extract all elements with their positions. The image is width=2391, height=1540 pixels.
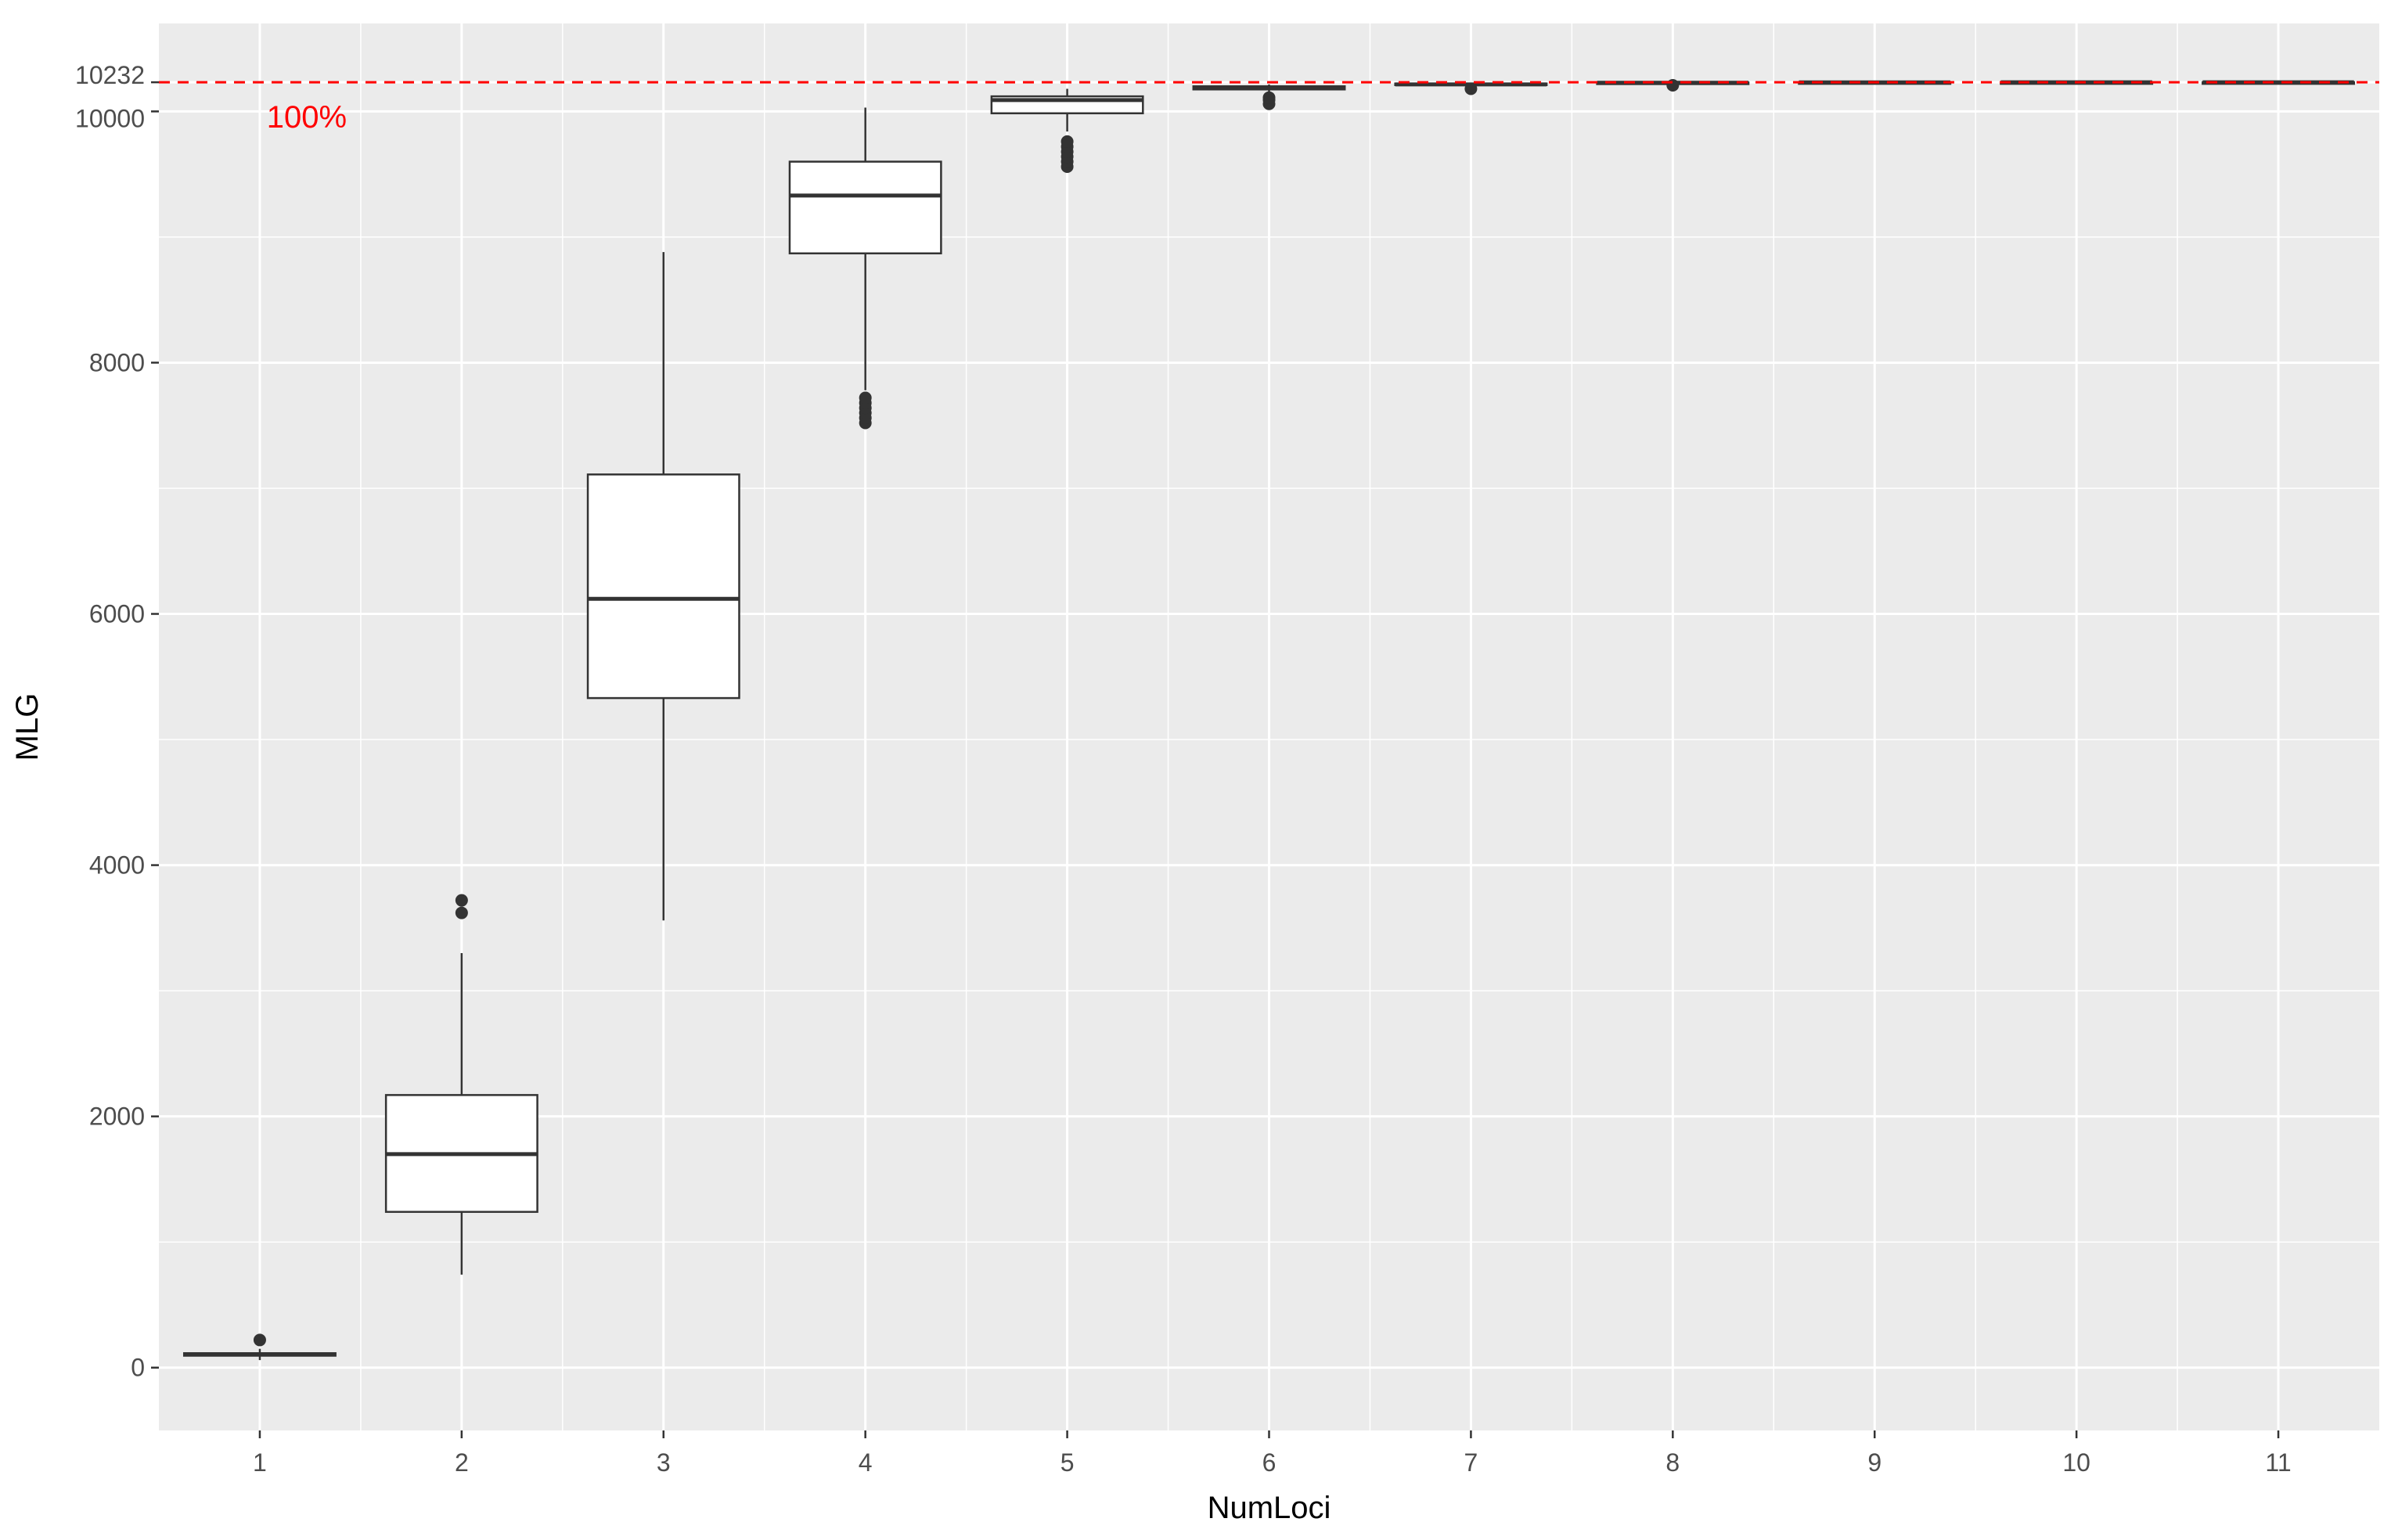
- box-body: [586, 473, 740, 700]
- box-3: [586, 252, 740, 921]
- box-body: [788, 160, 942, 255]
- box-6: [1192, 84, 1346, 110]
- y-tick-label: 0: [131, 1354, 145, 1382]
- box-4: [788, 107, 942, 430]
- outlier-point: [1666, 78, 1680, 92]
- x-tick-label: 8: [1665, 1448, 1680, 1477]
- outlier-point: [859, 391, 872, 405]
- outlier-point: [1262, 91, 1276, 104]
- y-tick-label: 6000: [89, 600, 145, 628]
- outlier-point: [455, 894, 468, 907]
- outlier-point: [455, 906, 468, 919]
- boxes: [182, 78, 2356, 1361]
- outlier-point: [1060, 135, 1074, 148]
- x-axis-title: NumLoci: [1208, 1491, 1331, 1525]
- x-tick-label: 9: [1867, 1448, 1881, 1477]
- x-tick-label: 2: [455, 1448, 469, 1477]
- outlier-point: [1464, 82, 1478, 95]
- y-tick-label: 4000: [89, 851, 145, 880]
- x-tick-label: 1: [253, 1448, 267, 1477]
- grid-lines: [159, 23, 2379, 1430]
- x-axis-ticks: 1 2 3 4 5 6 7 8 9 10 11: [253, 1430, 2292, 1477]
- y-tick-label: 2000: [89, 1103, 145, 1131]
- x-tick-label: 11: [2265, 1448, 2291, 1477]
- box-5: [990, 88, 1144, 174]
- x-tick-label: 4: [859, 1448, 873, 1477]
- reference-layer: 100%: [159, 81, 2379, 135]
- outlier-point: [253, 1333, 266, 1347]
- reference-label: 100%: [267, 100, 347, 135]
- x-tick-label: 10: [2062, 1448, 2090, 1477]
- x-tick-label: 7: [1464, 1448, 1478, 1477]
- y-axis-title: MLG: [10, 693, 45, 761]
- x-tick-label: 5: [1060, 1448, 1075, 1477]
- y-tick-label: 10000: [75, 104, 145, 132]
- box-7: [1394, 82, 1548, 95]
- y-tick-label: 10232: [75, 61, 145, 89]
- box-2: [384, 894, 538, 1275]
- x-tick-label: 6: [1262, 1448, 1277, 1477]
- y-tick-label: 8000: [89, 348, 145, 376]
- x-tick-label: 3: [657, 1448, 671, 1477]
- y-axis-ticks: 0 2000 4000 6000 8000 10000 10232: [75, 61, 159, 1382]
- box-1: [182, 1333, 337, 1361]
